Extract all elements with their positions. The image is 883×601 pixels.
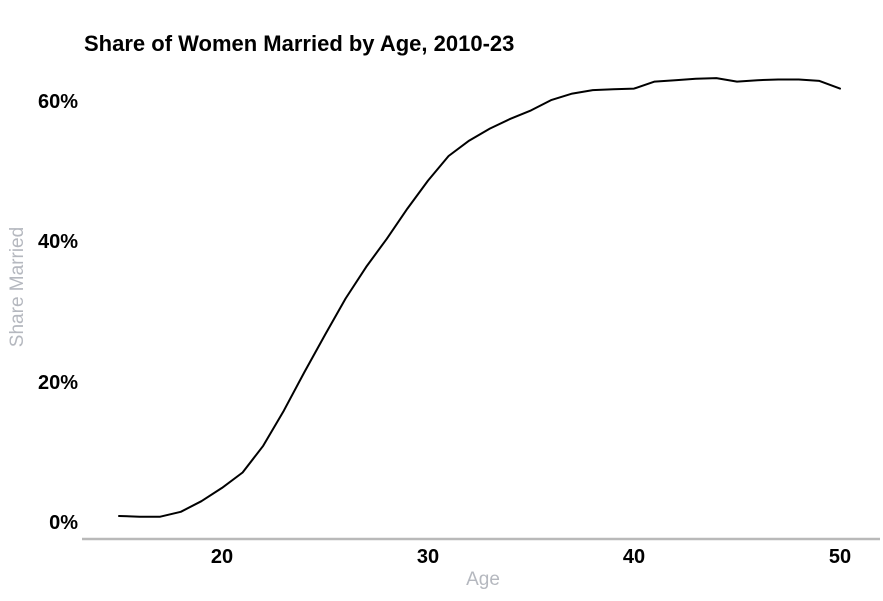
y-tick-label: 0% (49, 512, 78, 534)
chart-title: Share of Women Married by Age, 2010-23 (84, 31, 515, 56)
y-tick-label: 20% (37, 371, 78, 394)
x-tick-label: 50 (828, 546, 852, 568)
x-tick-label: 20 (210, 546, 234, 568)
share-married-line (118, 77, 841, 518)
y-tick-label: 60% (37, 90, 78, 113)
x-tick-label: 30 (416, 546, 440, 568)
x-tick-label: 40 (622, 546, 646, 568)
y-tick-label: 40% (37, 231, 78, 254)
x-axis-title: Age (466, 569, 500, 590)
